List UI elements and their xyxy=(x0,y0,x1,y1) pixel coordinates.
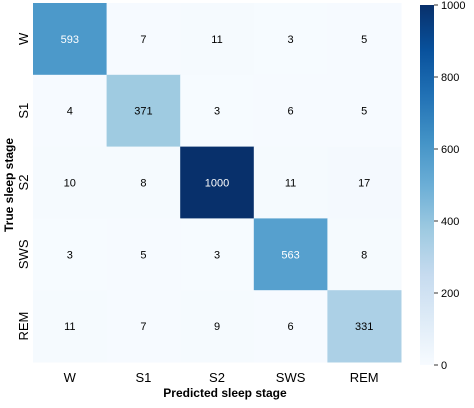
heatmap-cell-value: 9 xyxy=(214,321,220,333)
y-axis-title: True sleep stage xyxy=(2,138,16,232)
y-tick-label: W xyxy=(16,32,31,45)
heatmap-cell xyxy=(253,146,328,219)
y-axis-ticks: W S1 S2 SWS REM xyxy=(16,32,31,341)
colorbar: 0 200 400 600 800 1000 xyxy=(420,0,465,372)
heatmap-cell xyxy=(253,218,328,291)
colorbar-tick-label: 1000 xyxy=(441,0,465,12)
heatmap-cell-value: 563 xyxy=(281,249,299,261)
heatmap-cell xyxy=(253,290,328,363)
heatmap-cell-value: 3 xyxy=(288,34,294,46)
heatmap-cells xyxy=(33,3,402,363)
heatmap-cell xyxy=(327,3,402,76)
heatmap-cell-value: 3 xyxy=(67,249,73,261)
heatmap-cell-value: 11 xyxy=(285,178,296,190)
heatmap-cell xyxy=(327,290,402,363)
x-tick-label: S1 xyxy=(135,370,151,385)
heatmap-cell xyxy=(327,74,402,148)
heatmap-cell-value: 5 xyxy=(361,106,367,118)
heatmap-cell-value: 7 xyxy=(140,321,146,333)
y-tick-label: REM xyxy=(16,312,31,341)
x-tick-label: W xyxy=(64,370,77,385)
heatmap-cell xyxy=(180,218,255,291)
y-tick-label: SWS xyxy=(16,239,31,269)
y-tick-label: S2 xyxy=(16,175,31,191)
heatmap-cell-value: 371 xyxy=(134,106,152,118)
heatmap-cell-value: 8 xyxy=(140,178,146,190)
heatmap-cell-value: 6 xyxy=(288,106,294,118)
heatmap-cell-value: 331 xyxy=(355,321,373,333)
colorbar-tick-label: 200 xyxy=(441,288,459,300)
colorbar-tick-label: 800 xyxy=(441,72,459,84)
heatmap-cell xyxy=(253,3,328,76)
heatmap-cell-value: 8 xyxy=(361,249,367,261)
heatmap-cell xyxy=(180,3,255,76)
heatmap-cell-value: 6 xyxy=(288,321,294,333)
heatmap-cell-value: 7 xyxy=(140,34,146,46)
colorbar-tick-label: 400 xyxy=(441,216,459,228)
heatmap-cell xyxy=(180,290,255,363)
heatmap-cell xyxy=(106,146,181,219)
heatmap-cell-value: 4 xyxy=(67,106,73,118)
colorbar-ticks: 0 200 400 600 800 1000 xyxy=(434,0,465,372)
heatmap-cell xyxy=(33,3,108,76)
heatmap-cell-value: 11 xyxy=(64,321,75,333)
colorbar-tick-label: 600 xyxy=(441,144,459,156)
heatmap-cell-value: 5 xyxy=(140,249,146,261)
heatmap-cell-value: 3 xyxy=(214,106,220,118)
heatmap-cell xyxy=(33,218,108,291)
heatmap-cell xyxy=(180,146,255,219)
heatmap-cell-value: 10 xyxy=(64,178,76,190)
y-tick-label: S1 xyxy=(16,103,31,119)
heatmap-cell xyxy=(106,290,181,363)
x-tick-label: S2 xyxy=(209,370,225,385)
heatmap-cell xyxy=(253,74,328,148)
heatmap-cell xyxy=(33,290,108,363)
heatmap-cell xyxy=(180,74,255,148)
heatmap-cell-value: 3 xyxy=(214,249,220,261)
heatmap-cell xyxy=(106,218,181,291)
heatmap-cell-value: 593 xyxy=(61,34,79,46)
colorbar-tick-label: 0 xyxy=(441,360,447,372)
heatmap-cell xyxy=(106,3,181,76)
heatmap-cell-value: 1000 xyxy=(205,178,229,190)
heatmap-cell xyxy=(33,146,108,219)
heatmap-cell xyxy=(33,74,108,148)
heatmap-cell-value: 5 xyxy=(361,34,367,46)
colorbar-gradient-bar xyxy=(420,5,434,365)
heatmap-cell-value: 11 xyxy=(211,34,222,46)
x-tick-label: SWS xyxy=(276,370,306,385)
x-tick-label: REM xyxy=(350,370,379,385)
heatmap-cell-labels: 593 7 11 3 5 4 371 3 6 5 10 8 1000 11 17 3 5 3 563 8 11 7 9 6 33… xyxy=(61,34,374,333)
heatmap-cell xyxy=(106,74,181,148)
heatmap-cell-value: 17 xyxy=(358,178,370,190)
heatmap-cell xyxy=(327,146,402,219)
x-axis-title: Predicted sleep stage xyxy=(163,386,287,400)
heatmap-cell xyxy=(327,218,402,291)
x-axis-ticks: W S1 S2 SWS REM xyxy=(64,370,379,385)
